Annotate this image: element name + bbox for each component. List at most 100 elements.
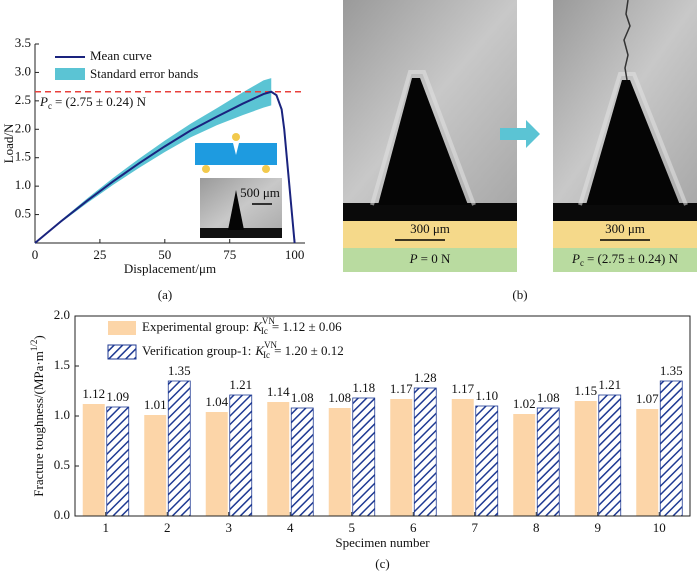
bar	[413, 387, 437, 517]
y-tick-label: 0.5	[15, 206, 31, 221]
y-tick-label: 1.5	[15, 149, 31, 164]
x-tick-label: 25	[93, 247, 106, 262]
stat-sup: VN	[262, 316, 275, 326]
data-label: 1.28	[414, 370, 437, 385]
y-label-sup: 1/2	[29, 340, 39, 352]
x-tick-label: 9	[595, 520, 602, 535]
y-label-end: )	[31, 335, 46, 339]
panel-label: (c)	[375, 556, 389, 571]
data-label: 1.09	[106, 389, 129, 404]
bar	[82, 404, 105, 516]
x-tick-label: 100	[285, 247, 305, 262]
stat-sub: Ic	[263, 350, 270, 360]
symbol: P	[409, 251, 418, 266]
data-label: 1.14	[267, 384, 290, 399]
x-tick-label: 0	[32, 247, 39, 262]
y-tick-label: 2.0	[15, 120, 31, 135]
inset	[195, 133, 282, 238]
bar	[536, 407, 560, 517]
data-label: 1.35	[168, 363, 191, 378]
formula-text: = 0 N	[421, 251, 451, 266]
micrograph-right	[553, 0, 697, 272]
x-axis-label: Displacement/μm	[124, 261, 216, 276]
load-label: Pc = (2.75 ± 0.24) N	[571, 251, 679, 268]
x-tick-label: 8	[533, 520, 540, 535]
legend-label: Mean curve	[90, 48, 152, 63]
symbol: P	[571, 251, 580, 266]
formula-text: = (2.75 ± 0.24) N	[587, 251, 679, 266]
arrow	[500, 120, 540, 148]
bar	[451, 399, 474, 516]
legend-label: Experimental group: KVN Ic = 1.12 ± 0.06	[142, 316, 342, 336]
stat-sub: Ic	[261, 326, 268, 336]
bar	[352, 397, 376, 517]
subscript: c	[48, 101, 52, 111]
scale-label: 300 μm	[605, 221, 645, 236]
y-tick-label: 3.0	[15, 63, 31, 78]
x-tick-label: 7	[472, 520, 479, 535]
bar	[328, 408, 351, 516]
y-axis-label: Load/N	[1, 123, 16, 163]
legend-label: Verification group-1: KVN Ic = 1.20 ± 0.12	[142, 340, 344, 360]
y-tick-label: 2.0	[54, 307, 70, 322]
data-label: 1.21	[598, 377, 621, 392]
data-label: 1.21	[229, 377, 252, 392]
bar	[167, 380, 191, 517]
data-label: 1.04	[205, 394, 228, 409]
bar	[205, 412, 228, 516]
bar	[475, 405, 499, 517]
data-label: 1.08	[328, 390, 351, 405]
legend-name: Experimental group:	[142, 319, 249, 334]
legend-label: Standard error bands	[90, 66, 198, 81]
legend-name: Verification group-1:	[142, 343, 251, 358]
legend-swatch	[108, 321, 136, 335]
stat-symbol: K	[252, 319, 263, 334]
stat-symbol: K	[254, 343, 265, 358]
stat-text: = 1.12 ± 0.06	[272, 319, 342, 334]
bar	[574, 401, 597, 516]
x-tick-label: 2	[164, 520, 171, 535]
line	[34, 90, 296, 244]
data-label: 1.02	[513, 396, 536, 411]
data-label: 1.17	[451, 381, 474, 396]
x-axis-label: Specimen number	[335, 535, 430, 550]
x-tick-label: 75	[223, 247, 236, 262]
symbol: P	[39, 94, 48, 109]
subscript: c	[580, 258, 584, 268]
y-tick-label: 0.5	[54, 457, 70, 472]
bar	[390, 399, 413, 516]
stat-sup: VN	[264, 340, 277, 350]
y-tick-label: 3.5	[15, 35, 31, 50]
bar	[290, 407, 314, 517]
x-tick-label: 5	[349, 520, 356, 535]
y-tick-label: 2.5	[15, 92, 31, 107]
plot-frame	[74, 315, 691, 517]
bar	[659, 380, 683, 517]
data-label: 1.07	[636, 391, 659, 406]
bar	[598, 394, 622, 517]
scale-label: 300 μm	[410, 221, 450, 236]
panel-label: (b)	[512, 287, 527, 302]
data-label: 1.17	[390, 381, 413, 396]
x-tick-label: 50	[158, 247, 171, 262]
y-label-text: Fracture toughness/(MPa·m	[31, 351, 46, 497]
x-tick-label: 4	[287, 520, 294, 535]
x-tick-label: 3	[226, 520, 233, 535]
data-label: 1.08	[291, 390, 314, 405]
y-tick-label: 0.0	[54, 507, 70, 522]
y-tick-label: 1.0	[54, 407, 70, 422]
data-label: 1.12	[82, 386, 105, 401]
data-label: 1.10	[475, 388, 498, 403]
y-tick-label: 1.5	[54, 357, 70, 372]
bar	[636, 409, 659, 516]
data-label: 1.08	[537, 390, 560, 405]
data-label: 1.35	[660, 363, 683, 378]
legend-swatch	[55, 68, 85, 80]
panel-label: (a)	[158, 287, 172, 302]
y-axis-label: Fracture toughness/(MPa·m1/2)	[29, 335, 46, 496]
data-label: 1.15	[574, 383, 597, 398]
annotation: Pc = (2.75 ± 0.24) N	[39, 94, 147, 111]
load-label: P = 0 N	[409, 251, 451, 266]
legend-swatch	[107, 344, 137, 360]
